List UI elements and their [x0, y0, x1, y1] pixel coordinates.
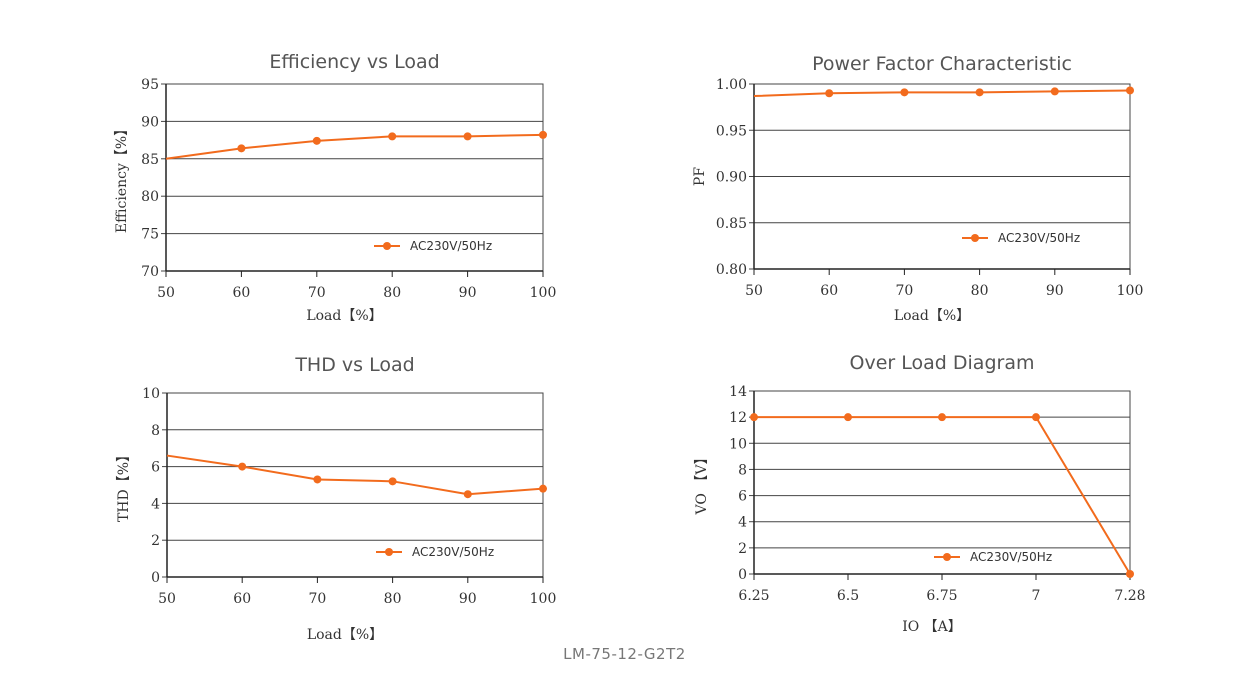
- x-tick-label: 60: [233, 591, 251, 607]
- series-line: [166, 454, 544, 496]
- x-tick-label: 100: [1117, 283, 1144, 299]
- x-tick-label: 100: [530, 285, 557, 301]
- data-point: [539, 484, 547, 493]
- efficiency-chart: Efficiency vs Load 70 75 80 85 90 95 50 60 70 80 90…: [114, 51, 557, 324]
- x-tick-label: 70: [895, 283, 913, 299]
- data-point: [238, 462, 247, 471]
- x-axis-label: Load【%】: [307, 627, 383, 643]
- legend-marker: [943, 553, 951, 561]
- y-axis-label: THD【%】: [116, 448, 132, 522]
- y-tick-label: 0.95: [716, 123, 747, 139]
- chart-title: Power Factor Characteristic: [812, 53, 1072, 75]
- y-axis-label: Efficiency【%】: [114, 122, 130, 233]
- x-tick-label: 70: [308, 285, 326, 301]
- legend-marker: [971, 234, 979, 242]
- data-point: [750, 413, 758, 422]
- x-tick-label: 60: [232, 285, 250, 301]
- data-point: [463, 490, 472, 499]
- model-number: LM-75-12-G2T2: [563, 645, 686, 663]
- y-tick-label: 2: [738, 541, 747, 557]
- y-tick-label: 75: [141, 227, 159, 243]
- data-point: [844, 413, 852, 422]
- chart-title: Over Load Diagram: [850, 352, 1035, 374]
- x-axis-label: Load【%】: [894, 308, 970, 324]
- y-tick-label: 8: [151, 423, 160, 439]
- x-tick-label: 100: [530, 591, 557, 607]
- y-tick-label: 0.85: [716, 216, 747, 232]
- data-point: [975, 88, 984, 97]
- data-point: [313, 475, 322, 484]
- y-tick-label: 70: [141, 264, 159, 280]
- data-point: [1126, 570, 1134, 578]
- x-tick-label: 70: [308, 591, 326, 607]
- y-tick-label: 2: [151, 533, 160, 549]
- y-tick-label: 14: [729, 384, 747, 400]
- legend-label: AC230V/50Hz: [412, 545, 494, 559]
- series-line: [753, 89, 1131, 98]
- y-axis-label: VO 【V】: [694, 451, 710, 516]
- data-point: [938, 413, 946, 422]
- data-point: [900, 88, 909, 97]
- x-axis-label: Load【%】: [306, 308, 382, 324]
- x-tick-label: 80: [971, 283, 989, 299]
- x-tick-label: 6.75: [926, 588, 957, 604]
- y-tick-label: 95: [141, 77, 159, 93]
- y-tick-label: 6: [151, 460, 160, 476]
- data-point: [1032, 413, 1040, 422]
- data-point: [312, 136, 321, 145]
- y-tick-label: 1.00: [716, 77, 747, 93]
- chart-title: THD vs Load: [294, 354, 414, 376]
- series-line: [165, 133, 544, 160]
- data-point: [388, 477, 397, 486]
- x-tick-label: 60: [820, 283, 838, 299]
- x-tick-label: 90: [1046, 283, 1064, 299]
- data-point: [1126, 86, 1134, 95]
- x-tick-label: 50: [745, 283, 763, 299]
- x-tick-label: 90: [459, 285, 477, 301]
- y-axis-label: PF: [692, 167, 708, 186]
- y-tick-label: 0.90: [716, 170, 747, 186]
- y-tick-label: 4: [151, 496, 160, 512]
- x-tick-label: 6.25: [738, 588, 769, 604]
- legend-label: AC230V/50Hz: [410, 239, 492, 253]
- data-point: [463, 132, 472, 141]
- y-tick-label: 0: [151, 570, 160, 586]
- power-factor-chart: Power Factor Characteristic 0.80 0.85 0.90 0…: [692, 53, 1144, 324]
- y-tick-label: 90: [141, 114, 159, 130]
- legend-marker: [383, 242, 391, 250]
- data-point: [237, 144, 246, 153]
- y-tick-label: 80: [141, 189, 159, 205]
- x-tick-label: 7: [1032, 588, 1041, 604]
- legend-label: AC230V/50Hz: [970, 550, 1052, 564]
- x-tick-label: 7.28: [1114, 588, 1145, 604]
- data-point: [539, 130, 547, 139]
- data-point: [1050, 87, 1059, 96]
- data-point: [825, 89, 834, 98]
- x-tick-label: 50: [157, 285, 175, 301]
- x-tick-label: 6.5: [837, 588, 859, 604]
- x-tick-label: 90: [459, 591, 477, 607]
- y-tick-label: 85: [141, 152, 159, 168]
- data-point: [388, 132, 397, 141]
- x-tick-label: 80: [384, 591, 402, 607]
- thd-chart: THD vs Load 0 2 4 6 8 10 50 60 70 80 90 100 Load【%】 TH…: [116, 354, 557, 643]
- legend-marker: [385, 548, 393, 556]
- y-tick-label: 4: [738, 515, 747, 531]
- legend-label: AC230V/50Hz: [998, 231, 1080, 245]
- y-tick-label: 8: [738, 462, 747, 478]
- x-tick-label: 50: [158, 591, 176, 607]
- overload-chart: Over Load Diagram 0 2 4 6 8 10 12 14 6.25 6.5 6.75 7…: [694, 352, 1146, 635]
- x-tick-label: 80: [383, 285, 401, 301]
- chart-title: Efficiency vs Load: [269, 51, 439, 73]
- y-tick-label: 6: [738, 489, 747, 505]
- y-tick-label: 12: [729, 410, 747, 426]
- y-tick-label: 10: [142, 386, 160, 402]
- y-tick-label: 0: [738, 567, 747, 583]
- y-tick-label: 0.80: [716, 262, 747, 278]
- x-axis-label: IO 【A】: [902, 619, 962, 635]
- y-tick-label: 10: [729, 436, 747, 452]
